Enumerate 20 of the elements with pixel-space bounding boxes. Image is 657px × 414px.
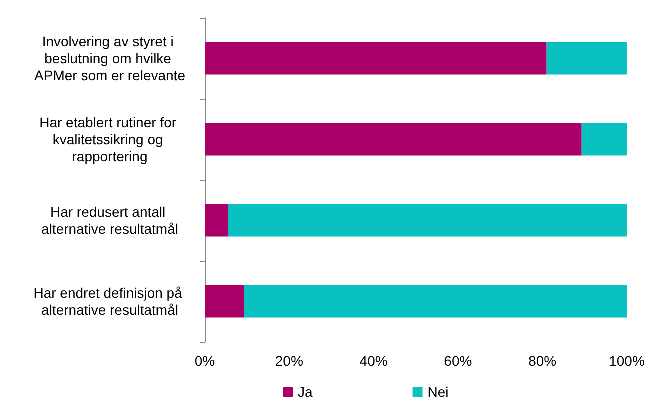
bar	[205, 204, 228, 237]
y-tick-label: Har etablert rutiner for kvalitetssikring og rapportering	[40, 114, 180, 164]
x-tick-label: 100%	[609, 353, 645, 369]
legend-label: Nei	[428, 384, 449, 400]
x-tick-label: 60%	[444, 353, 472, 369]
x-tick-label: 0%	[194, 353, 216, 369]
x-tick-label: 80%	[528, 353, 557, 369]
y-tick-label: Har redusert antall alternative resultatmål	[42, 204, 178, 237]
bar	[228, 204, 627, 237]
bar	[205, 123, 582, 156]
bar	[582, 123, 627, 156]
bar	[244, 285, 627, 318]
bar	[205, 285, 244, 318]
legend-label: Ja	[298, 384, 313, 400]
y-tick-label: Har endret definisjon på alternative resultatmål	[34, 285, 186, 318]
x-tick-label: 40%	[360, 353, 388, 369]
bar	[546, 42, 627, 75]
x-tick-label: 20%	[275, 353, 304, 369]
y-tick-label: Involvering av styret i beslutning om hvilke APMer som er relevante	[34, 34, 186, 84]
bar	[205, 42, 547, 75]
